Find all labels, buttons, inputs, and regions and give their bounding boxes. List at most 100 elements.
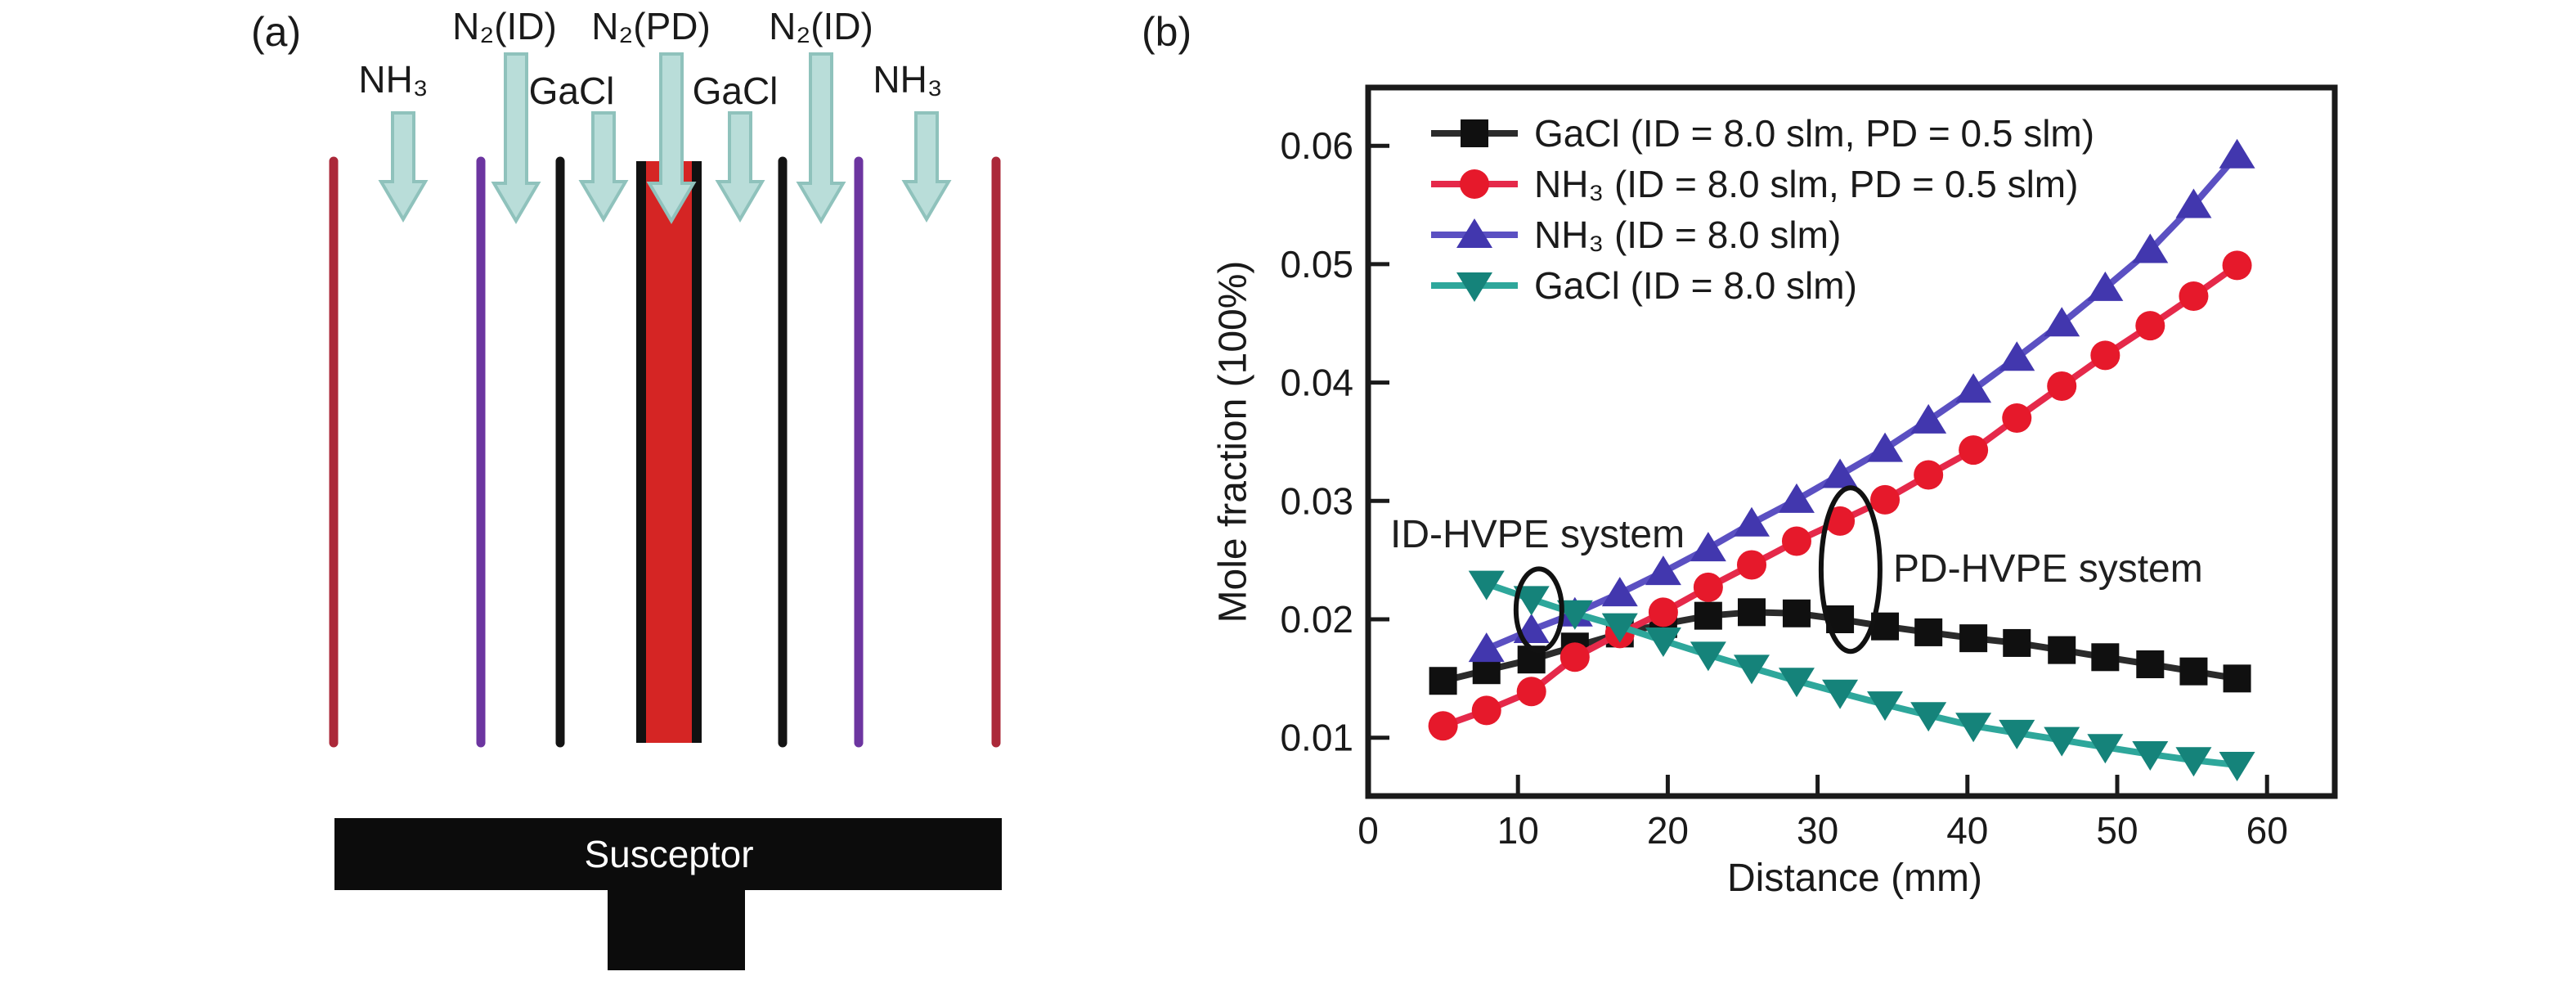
x-tick-label: 30 xyxy=(1797,809,1838,852)
series-marker-triangle-up xyxy=(2219,138,2255,169)
n2-pd-flow-arrow-icon xyxy=(646,52,697,224)
series-marker-triangle-down xyxy=(1822,679,1859,709)
series-marker-circle xyxy=(1516,677,1546,707)
series-marker-triangle-up xyxy=(1778,483,1815,513)
series-marker-circle xyxy=(2090,340,2120,371)
gas-label-gacl-right: GaCl xyxy=(692,70,779,112)
gacl-left-flow-arrow-icon xyxy=(578,111,629,223)
series-marker-triangle-up xyxy=(2087,271,2124,301)
series-marker-triangle-up xyxy=(1601,577,1638,607)
series-marker-circle xyxy=(2179,281,2209,311)
series-marker-triangle-down xyxy=(1601,613,1638,643)
y-tick-label: 0.05 xyxy=(1280,243,1353,286)
legend-marker-square-icon xyxy=(1431,119,1518,147)
legend-item-gacl-id: GaCl (ID = 8.0 slm) xyxy=(1429,260,2094,311)
series-marker-triangle-up xyxy=(1999,341,2035,371)
y-tick-label: 0.03 xyxy=(1280,479,1353,522)
legend-item-gacl-pd: GaCl (ID = 8.0 slm, PD = 0.5 slm) xyxy=(1429,108,2094,159)
series-marker-triangle-down xyxy=(1468,570,1505,600)
series-marker-square xyxy=(1461,119,1488,147)
gacl-right-flow-arrow-icon xyxy=(715,111,765,223)
x-tick-label: 20 xyxy=(1647,809,1689,852)
x-tick-label: 50 xyxy=(2096,809,2138,852)
legend-label: NH₃ (ID = 8.0 slm) xyxy=(1534,214,1842,256)
gas-label-nh3-right: NH₃ xyxy=(873,58,943,101)
susceptor-plate xyxy=(334,818,1002,890)
panel-b-label: (b) xyxy=(1142,9,1192,55)
legend-label: GaCl (ID = 8.0 slm) xyxy=(1534,264,1857,307)
gas-label-gacl-left: GaCl xyxy=(528,70,615,112)
series-marker-circle xyxy=(2047,371,2077,401)
series-marker-triangle-up xyxy=(1645,555,1681,586)
gas-label-n2-id-right: N₂(ID) xyxy=(769,5,873,47)
series-marker-triangle-down xyxy=(1999,719,2035,749)
x-tick-label: 10 xyxy=(1497,809,1539,852)
x-tick-label: 60 xyxy=(2246,809,2288,852)
annotation-ellipse xyxy=(1513,566,1564,654)
y-tick-label: 0.01 xyxy=(1280,717,1353,759)
series-marker-triangle-down xyxy=(2132,740,2169,771)
legend-item-nh3-pd: NH₃ (ID = 8.0 slm, PD = 0.5 slm) xyxy=(1429,159,2094,209)
series-marker-square xyxy=(1782,599,1811,627)
series-marker-triangle-up xyxy=(1910,403,1947,434)
series-marker-triangle-down xyxy=(1910,702,1947,732)
series-marker-square xyxy=(1429,667,1457,695)
series-marker-triangle-down xyxy=(2087,734,2124,764)
y-tick-label: 0.02 xyxy=(1280,598,1353,641)
series-marker-triangle-up xyxy=(2175,188,2212,218)
series-marker-square xyxy=(2223,664,2251,693)
series-marker-square xyxy=(2091,643,2120,672)
series-marker-circle xyxy=(1959,435,1989,466)
y-tick-label: 0.04 xyxy=(1280,362,1353,404)
series-marker-circle xyxy=(1693,572,1723,602)
series-marker-square xyxy=(2136,650,2165,678)
series-marker-circle xyxy=(2222,250,2252,281)
nh3-right-flow-arrow-icon xyxy=(901,111,952,223)
nh3-left-flow-arrow-icon xyxy=(378,111,429,223)
x-axis-title: Distance (mm) xyxy=(1726,857,1983,900)
legend-marker-circle-icon xyxy=(1431,169,1518,199)
series-marker-circle xyxy=(1870,484,1901,515)
series-marker-triangle-down xyxy=(2044,726,2080,757)
n2-id-left-flow-arrow-icon xyxy=(491,52,541,224)
series-marker-triangle-down xyxy=(1645,627,1681,658)
x-tick-label: 40 xyxy=(1946,809,1988,852)
legend-marker-triangle-down-icon xyxy=(1431,272,1518,302)
gas-label-n2-pd: N₂(PD) xyxy=(591,5,711,47)
gas-label-nh3-left: NH₃ xyxy=(358,58,429,101)
series-marker-square xyxy=(1737,598,1766,627)
y-tick-label: 0.06 xyxy=(1280,124,1353,167)
series-marker-triangle-down xyxy=(1690,641,1726,672)
series-marker-triangle-down xyxy=(2175,747,2212,777)
series-marker-circle xyxy=(1648,597,1678,627)
series-marker-circle xyxy=(1560,642,1590,672)
series-marker-triangle-up xyxy=(1468,632,1505,663)
series-marker-triangle-down xyxy=(1513,586,1550,616)
series-marker-triangle-up xyxy=(1690,532,1726,562)
series-marker-circle xyxy=(1914,460,1944,490)
series-marker-triangle-up xyxy=(2044,307,2080,337)
series-marker-circle xyxy=(1736,550,1766,580)
legend-marker-triangle-up-icon xyxy=(1431,218,1518,248)
series-marker-triangle-up xyxy=(1456,218,1492,248)
plot-frame xyxy=(1365,84,2338,799)
series-marker-triangle-down xyxy=(1867,691,1904,722)
series-marker-triangle-down xyxy=(1955,713,1992,743)
series-marker-square xyxy=(1694,601,1722,630)
annotation-id-hvpe-system: ID-HVPE system xyxy=(1390,513,1685,556)
y-axis-title: Mole fraction (100%) xyxy=(1211,260,1255,623)
series-marker-circle xyxy=(1460,169,1489,199)
series-marker-triangle-down xyxy=(1733,654,1770,685)
series-marker-circle xyxy=(1825,506,1856,536)
series-marker-circle xyxy=(1471,695,1501,726)
series-marker-triangle-down xyxy=(1556,600,1593,630)
series-marker-square xyxy=(2179,657,2208,686)
series-line-triangle-down xyxy=(1485,580,2237,768)
panel-a-label: (a) xyxy=(251,9,302,55)
annotation-pd-hvpe-system: PD-HVPE system xyxy=(1893,547,2203,591)
susceptor-stem xyxy=(608,890,745,970)
series-marker-circle xyxy=(1428,711,1458,741)
